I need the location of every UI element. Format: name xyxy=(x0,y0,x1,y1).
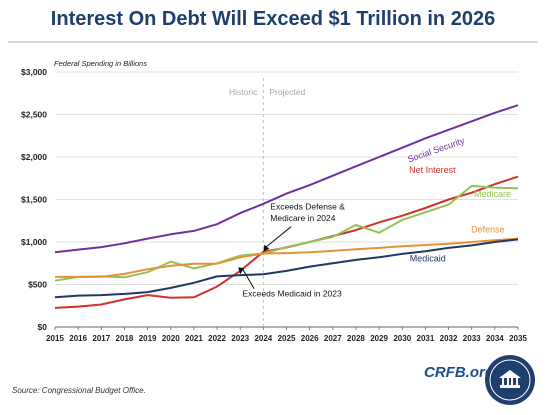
y-tick-label: $0 xyxy=(38,322,48,332)
projected-label: Projected xyxy=(269,87,305,97)
x-tick-label: 2028 xyxy=(347,334,365,343)
series-label: Net Interest xyxy=(409,165,456,175)
series-line-medicaid xyxy=(54,238,519,299)
line-chart: $0 $500 $1,000 $1,500 $2,000 $2,500 $3,000 201… xyxy=(21,59,527,343)
series-label: Social Security xyxy=(406,135,466,164)
y-tick-label: $2,000 xyxy=(21,152,47,162)
annotation-text: Medicare in 2024 xyxy=(270,213,335,223)
y-tick-label: $500 xyxy=(28,280,47,290)
chart-title: Interest On Debt Will Exceed $1 Trillion… xyxy=(50,8,496,30)
annotation-arrowhead xyxy=(263,244,270,252)
brand-link[interactable]: CRFB.org xyxy=(424,364,494,381)
x-tick-label: 2016 xyxy=(69,334,87,343)
series-line-defense xyxy=(55,237,519,278)
x-tick-label: 2034 xyxy=(486,334,504,343)
annotation-arrowhead xyxy=(238,267,245,275)
x-tick-label: 2026 xyxy=(301,334,319,343)
x-tick-label: 2032 xyxy=(440,334,458,343)
x-tick-label: 2030 xyxy=(393,334,411,343)
crfb-seal-icon xyxy=(485,355,535,405)
x-tick-label: 2022 xyxy=(208,334,226,343)
x-tick-label: 2035 xyxy=(509,334,527,343)
series-line-medicare xyxy=(54,184,519,282)
annotation-arrow xyxy=(241,268,255,290)
x-tick-label: 2017 xyxy=(92,334,110,343)
annotation-arrow xyxy=(266,226,292,248)
title-divider xyxy=(8,41,538,43)
x-tick-label: 2021 xyxy=(185,334,203,343)
x-tick-label: 2023 xyxy=(231,334,249,343)
series-line-social-security xyxy=(54,104,519,254)
series-label: Medicare xyxy=(474,189,511,199)
series-lines xyxy=(54,104,519,309)
annotation-text: Exceeds Defense & xyxy=(270,202,345,212)
x-tick-label: 2020 xyxy=(162,334,180,343)
x-tick-label: 2025 xyxy=(278,334,296,343)
y-axis-label: Federal Spending in Billions xyxy=(54,59,147,68)
y-tick-label: $2,500 xyxy=(21,110,47,120)
annotation-text: Exceeds Medicaid in 2023 xyxy=(243,288,343,298)
x-axis-ticks: 2015 2016 2017 2018 2019 2020 2021 2022 2023 2024… xyxy=(46,327,527,343)
x-tick-label: 2031 xyxy=(417,334,435,343)
y-tick-label: $1,500 xyxy=(21,195,47,205)
historic-label: Historic xyxy=(229,87,258,97)
x-tick-label: 2019 xyxy=(139,334,157,343)
x-tick-label: 2015 xyxy=(46,334,64,343)
annotations: Exceeds Defense &Medicare in 2024 Exceeds… xyxy=(238,202,345,298)
y-tick-label: $3,000 xyxy=(21,67,47,77)
y-axis-ticks: $0 $500 $1,000 $1,500 $2,000 $2,500 $3,000 xyxy=(21,67,47,332)
x-tick-label: 2024 xyxy=(254,334,272,343)
x-tick-label: 2027 xyxy=(324,334,342,343)
series-label: Medicaid xyxy=(410,254,446,264)
historic-projected-divider: Historic Projected xyxy=(229,78,306,327)
x-tick-label: 2018 xyxy=(116,334,134,343)
series-label: Defense xyxy=(471,225,505,235)
x-tick-label: 2029 xyxy=(370,334,388,343)
x-tick-label: 2033 xyxy=(463,334,481,343)
source-note: Source: Congressional Budget Office. xyxy=(12,386,146,395)
y-tick-label: $1,000 xyxy=(21,237,47,247)
